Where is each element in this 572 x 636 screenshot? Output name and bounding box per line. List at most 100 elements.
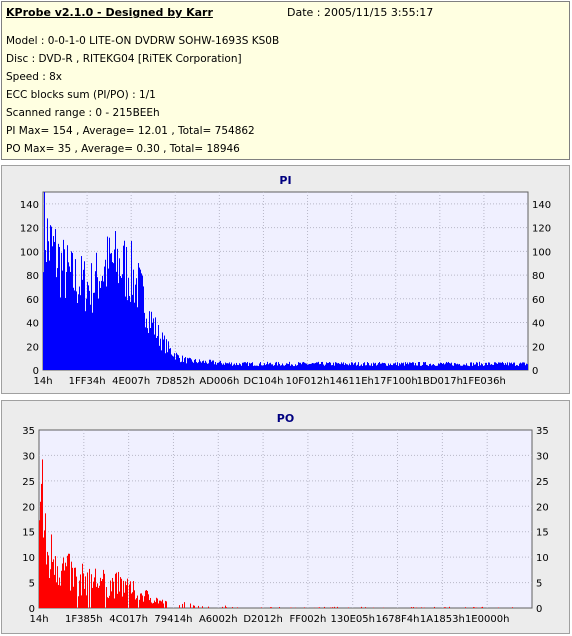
pi-bar bbox=[463, 364, 464, 370]
po-bar bbox=[465, 607, 466, 608]
po-bar bbox=[261, 607, 262, 608]
pi-bar bbox=[161, 350, 162, 370]
pi-bar bbox=[273, 365, 274, 370]
pi-bar bbox=[69, 266, 70, 370]
pi-bar bbox=[435, 365, 436, 370]
pi-bar bbox=[318, 361, 319, 370]
po-bar bbox=[123, 580, 124, 608]
pi-bar bbox=[513, 362, 514, 370]
pi-bar bbox=[214, 364, 215, 370]
po-bar bbox=[130, 581, 131, 608]
po-summary-line: PO Max= 35 , Average= 0.30 , Total= 1894… bbox=[6, 143, 240, 155]
pi-bar bbox=[408, 364, 409, 370]
pi-bar bbox=[452, 365, 453, 370]
pi-bar bbox=[377, 364, 378, 370]
pi-bar bbox=[144, 312, 145, 370]
po-bar bbox=[43, 537, 44, 608]
pi-bar bbox=[502, 361, 503, 370]
pi-bar bbox=[50, 225, 51, 370]
po-bar bbox=[473, 607, 474, 608]
pi-bar bbox=[393, 363, 394, 370]
pi-bar bbox=[518, 365, 519, 370]
po-bar bbox=[142, 595, 143, 608]
pi-ytick-right: 20 bbox=[532, 342, 545, 353]
pi-bar bbox=[386, 365, 387, 370]
pi-bar bbox=[306, 363, 307, 370]
pi-bar bbox=[176, 352, 177, 370]
pi-bar bbox=[354, 363, 355, 370]
pi-bar bbox=[63, 239, 64, 370]
pi-bar bbox=[85, 311, 86, 370]
pi-bar bbox=[522, 362, 523, 370]
pi-bar bbox=[508, 365, 509, 370]
pi-bar bbox=[289, 361, 290, 370]
pi-bar bbox=[262, 365, 263, 370]
po-xtick: D2012h bbox=[243, 614, 283, 625]
pi-bar bbox=[245, 362, 246, 370]
po-bar bbox=[63, 557, 64, 608]
pi-bar bbox=[49, 260, 50, 370]
pi-bar bbox=[195, 359, 196, 370]
pi-bar bbox=[305, 363, 306, 370]
pi-bar bbox=[420, 365, 421, 370]
po-bar bbox=[45, 513, 46, 608]
pi-bar bbox=[438, 363, 439, 370]
po-bar bbox=[337, 606, 338, 608]
pi-bar bbox=[328, 362, 329, 370]
pi-bar bbox=[58, 243, 59, 370]
po-bar bbox=[112, 577, 113, 608]
pi-bar bbox=[183, 362, 184, 370]
pi-bar bbox=[440, 362, 441, 370]
po-bar bbox=[421, 607, 422, 608]
po-bar bbox=[58, 585, 59, 608]
pi-bar bbox=[238, 365, 239, 370]
po-bar bbox=[93, 581, 94, 608]
pi-bar bbox=[106, 286, 107, 370]
po-bar bbox=[65, 562, 66, 608]
pi-bar bbox=[302, 362, 303, 370]
po-bar bbox=[64, 570, 65, 608]
pi-bar bbox=[131, 241, 132, 370]
pi-bar bbox=[434, 365, 435, 370]
pi-ytick-right: 100 bbox=[532, 247, 551, 258]
po-bar bbox=[40, 501, 41, 608]
po-bar bbox=[53, 559, 54, 608]
pi-bar bbox=[56, 277, 57, 370]
pi-bar bbox=[476, 362, 477, 370]
pi-bar bbox=[190, 358, 191, 370]
pi-bar bbox=[83, 269, 84, 370]
pi-bar bbox=[392, 365, 393, 370]
pi-bar bbox=[430, 363, 431, 370]
po-bar bbox=[129, 584, 130, 608]
pi-bar bbox=[400, 364, 401, 370]
pi-bar bbox=[417, 365, 418, 370]
pi-series bbox=[43, 192, 528, 370]
pi-bar bbox=[200, 361, 201, 370]
po-bar bbox=[319, 607, 320, 608]
pi-bar bbox=[66, 271, 67, 370]
pi-bar bbox=[134, 302, 135, 370]
pi-bar bbox=[437, 365, 438, 370]
pi-xtick: 1FE036h bbox=[462, 376, 506, 387]
pi-bar bbox=[151, 311, 152, 370]
pi-bar bbox=[505, 363, 506, 370]
pi-bar bbox=[409, 362, 410, 370]
pi-bar bbox=[241, 365, 242, 370]
pi-bar bbox=[418, 362, 419, 370]
po-bar bbox=[127, 578, 128, 608]
pi-bar bbox=[278, 362, 279, 370]
pi-bar bbox=[96, 252, 97, 370]
pi-bar bbox=[47, 218, 48, 370]
pi-bar bbox=[419, 362, 420, 370]
pi-bar bbox=[312, 363, 313, 370]
pi-bar bbox=[215, 362, 216, 370]
pi-xtick: 10F012h bbox=[286, 376, 330, 387]
po-bar bbox=[444, 607, 445, 608]
pi-bar bbox=[255, 365, 256, 370]
pi-bar bbox=[521, 363, 522, 370]
pi-bar bbox=[211, 361, 212, 370]
pi-bar bbox=[469, 366, 470, 370]
pi-bar bbox=[61, 252, 62, 370]
pi-bar bbox=[125, 296, 126, 370]
pi-bar bbox=[374, 363, 375, 370]
